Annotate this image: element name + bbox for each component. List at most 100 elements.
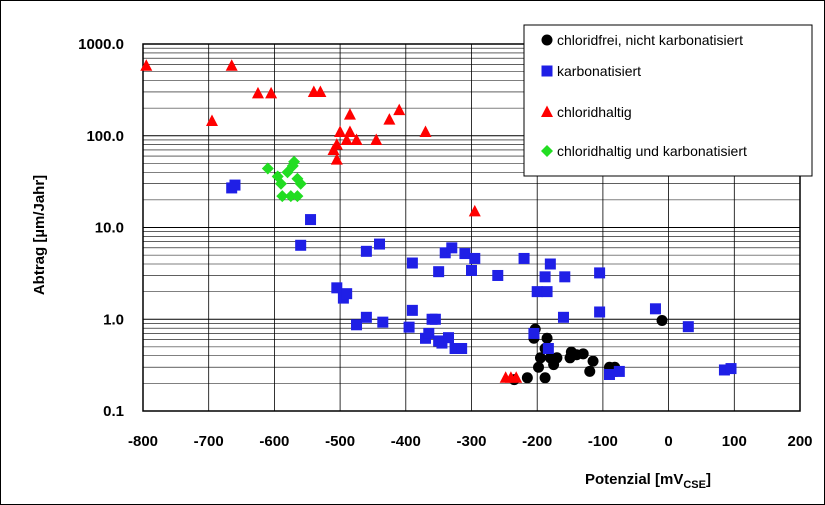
data-point [725, 363, 737, 375]
x-tick-label: 100 [722, 433, 747, 450]
data-point [276, 190, 289, 203]
data-point [594, 267, 606, 279]
data-point [459, 248, 471, 260]
data-point [314, 85, 327, 97]
data-point [351, 319, 363, 331]
x-tick-label: -600 [259, 433, 289, 450]
data-point [383, 113, 396, 125]
data-point [340, 133, 353, 145]
x-tick-label: -200 [522, 433, 552, 450]
data-point [577, 348, 589, 360]
data-point [274, 177, 287, 190]
data-point [584, 365, 596, 377]
data-point [225, 59, 238, 71]
x-tick-label: -800 [128, 433, 158, 450]
data-point [539, 372, 551, 384]
data-point [305, 214, 317, 226]
series-4 [261, 155, 307, 203]
x-tick-label: -700 [194, 433, 224, 450]
x-tick-label: 200 [787, 433, 812, 450]
data-point [587, 355, 599, 367]
data-point [423, 327, 435, 339]
x-axis-title-main: Potenzial [mV [585, 471, 683, 488]
data-point [229, 179, 241, 191]
data-point [205, 114, 218, 126]
data-point [541, 332, 553, 344]
data-point [251, 86, 264, 99]
data-point [334, 125, 347, 137]
data-point [350, 133, 363, 145]
x-tick-label: 0 [664, 433, 672, 450]
x-tick-label: -400 [391, 433, 421, 450]
data-point [544, 258, 556, 270]
data-point [443, 332, 455, 344]
data-point [343, 125, 356, 137]
data-point [403, 321, 415, 333]
legend: chloridfrei, nicht karbonatisiert karbona… [523, 24, 813, 177]
data-point [406, 257, 418, 269]
data-point [528, 327, 540, 339]
plot-area [142, 43, 801, 412]
data-point [446, 242, 458, 254]
data-point [331, 282, 343, 294]
data-point [466, 264, 477, 276]
data-point [468, 204, 481, 217]
data-point [393, 103, 406, 116]
data-point [510, 371, 523, 383]
data-point [541, 286, 553, 298]
data-point [294, 177, 307, 190]
x-axis-title: Potenzial [mVCSE] [585, 471, 711, 491]
y-tick-label: 1000.0 [78, 36, 124, 53]
y-axis-title: Abtrag [µm/Jahr] [31, 175, 48, 295]
data-point [140, 59, 153, 71]
legend-label: chloridhaltig [557, 104, 632, 120]
data-point [456, 342, 468, 354]
legend-marker [541, 105, 553, 117]
data-point [539, 271, 551, 283]
series-3 [140, 59, 523, 383]
legend-marker [541, 65, 553, 77]
data-point [419, 125, 432, 137]
data-point [449, 342, 461, 354]
y-tick-label: 0.1 [103, 403, 124, 420]
data-point [439, 247, 451, 259]
data-point [330, 153, 343, 165]
data-point [518, 252, 530, 264]
data-point [603, 368, 615, 380]
data-point [261, 162, 274, 175]
data-point [649, 303, 661, 315]
x-tick-label: -300 [456, 433, 486, 450]
legend-marker [541, 34, 553, 46]
x-axis-title-subscript: CSE [683, 479, 706, 491]
data-point [521, 372, 533, 384]
data-point [360, 245, 372, 257]
series-2 [226, 179, 737, 380]
data-point [429, 313, 441, 325]
data-point [469, 252, 481, 264]
data-point [492, 269, 504, 281]
legend-label: karbonatisiert [557, 63, 641, 79]
data-point [377, 316, 389, 328]
data-point [656, 314, 668, 326]
legend-marker [541, 145, 553, 157]
data-point [682, 321, 694, 333]
data-point [330, 138, 343, 150]
data-point [370, 133, 383, 145]
data-point [531, 286, 543, 298]
data-point [360, 311, 372, 323]
data-point [343, 108, 356, 120]
y-tick-label: 10.0 [95, 220, 124, 237]
x-axis-title-bracket: ] [706, 471, 711, 488]
legend-label: chloridfrei, nicht karbonatisiert [557, 32, 743, 48]
data-point [718, 364, 730, 376]
y-tick-labels: 0.1 1.0 10.0 100.0 1000.0 [78, 36, 124, 420]
data-point [542, 342, 554, 354]
legend-box [523, 24, 813, 177]
y-tick-label: 100.0 [86, 128, 124, 145]
data-point [341, 288, 353, 300]
data-point [594, 306, 606, 318]
data-point [291, 190, 304, 203]
x-tick-label: -100 [588, 433, 618, 450]
data-point [534, 352, 546, 364]
